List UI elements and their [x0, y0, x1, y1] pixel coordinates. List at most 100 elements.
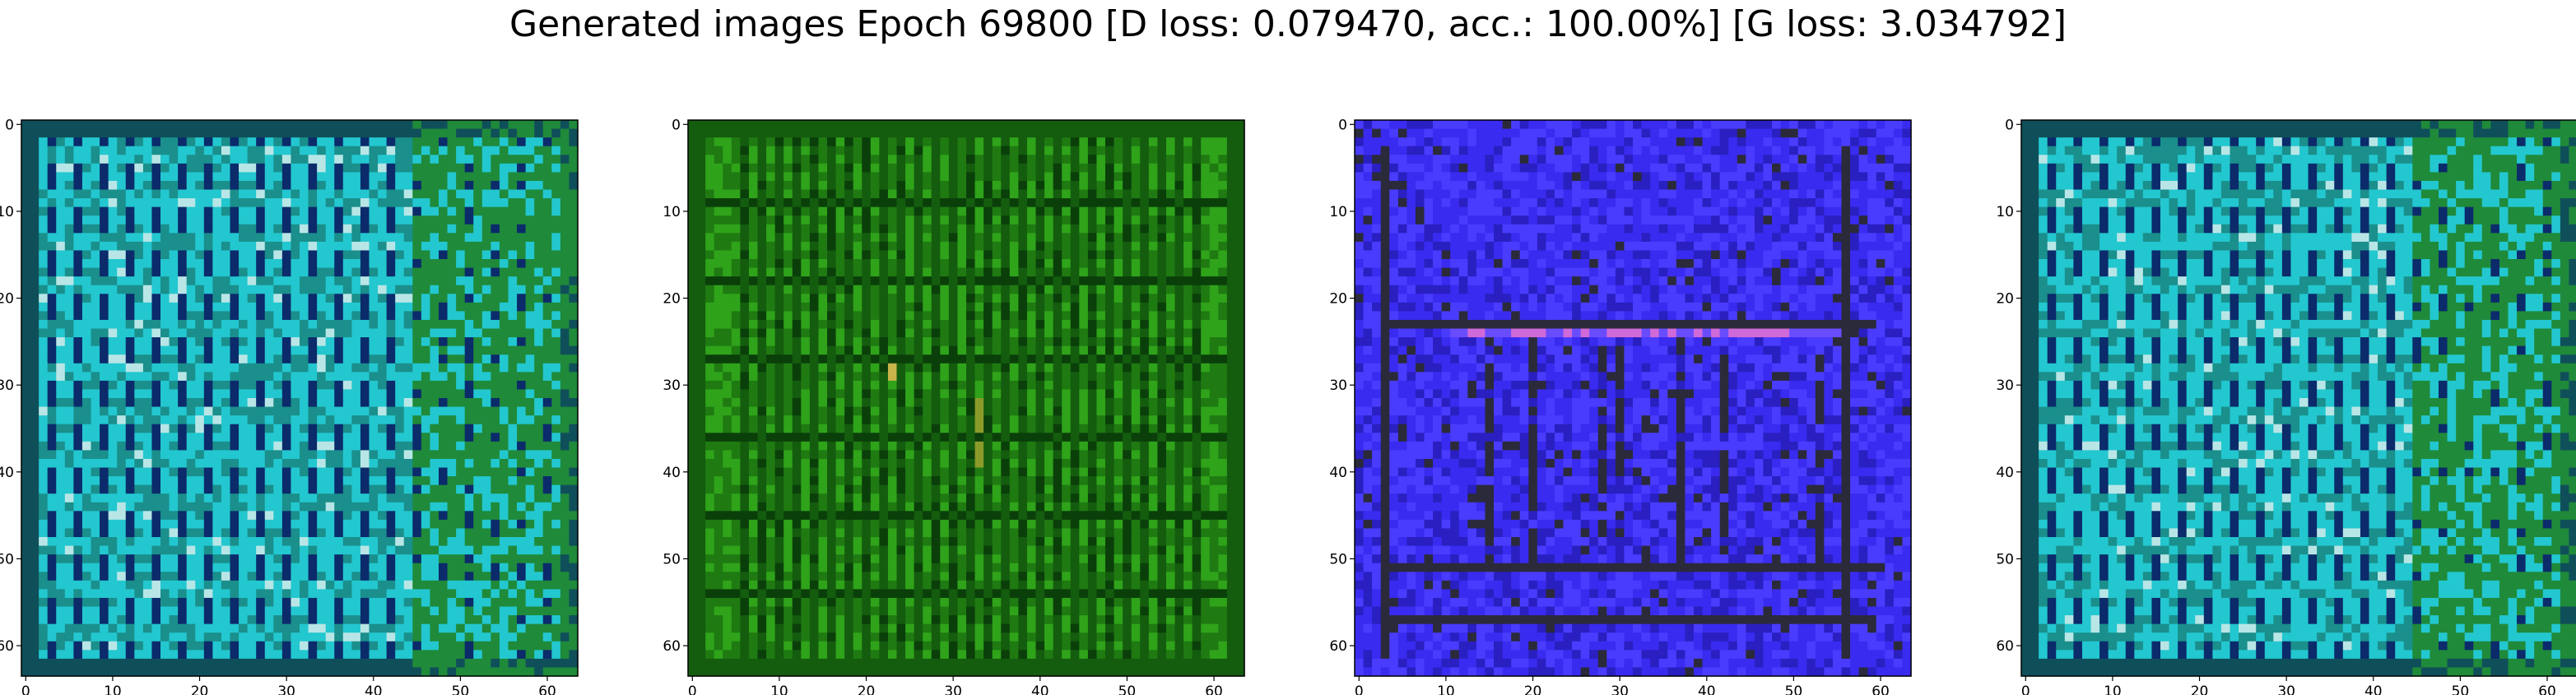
heatmap-cell: [300, 554, 309, 564]
heatmap-cell: [308, 380, 318, 391]
heatmap-cell: [508, 658, 518, 669]
heatmap-cell: [100, 502, 109, 512]
heatmap-cell: [21, 441, 31, 451]
heatmap-cell: [447, 458, 457, 469]
heatmap-cell: [844, 206, 854, 216]
heatmap-cell: [456, 120, 466, 130]
heatmap-cell: [186, 172, 196, 182]
heatmap-cell: [56, 337, 66, 347]
heatmap-cell: [1235, 120, 1245, 130]
heatmap-cell: [386, 658, 396, 669]
heatmap-cell: [369, 545, 379, 555]
heatmap-cell: [169, 511, 179, 521]
heatmap-cell: [256, 467, 266, 477]
heatmap-cell: [560, 302, 570, 312]
heatmap-cell: [30, 528, 40, 538]
heatmap-cell: [169, 537, 179, 547]
heatmap-cell: [195, 667, 205, 677]
heatmap-cell: [1114, 180, 1123, 191]
heatmap-cell: [334, 354, 344, 364]
heatmap-cell: [230, 328, 239, 338]
heatmap-cell: [117, 380, 127, 391]
heatmap-cell: [560, 180, 570, 191]
heatmap-cell: [281, 285, 292, 294]
heatmap-cell: [378, 650, 388, 660]
heatmap-cell: [464, 259, 474, 269]
heatmap-cell: [334, 250, 344, 260]
heatmap-cell: [1035, 198, 1045, 208]
heatmap-cell: [1201, 224, 1211, 234]
heatmap-cell: [551, 458, 561, 469]
heatmap-cell: [421, 380, 431, 391]
heatmap-cell: [212, 189, 222, 199]
heatmap-cell: [447, 537, 457, 547]
heatmap-cell: [160, 563, 170, 572]
heatmap-cell: [212, 319, 222, 330]
heatmap-cell: [542, 120, 552, 130]
heatmap-cell: [273, 606, 283, 616]
heatmap-cell: [403, 189, 413, 199]
heatmap-cell: [1174, 137, 1184, 147]
heatmap-cell: [334, 641, 344, 651]
heatmap-cell: [887, 180, 898, 191]
heatmap-cell: [300, 589, 309, 599]
heatmap-cell: [403, 406, 413, 416]
heatmap-cell: [560, 537, 570, 547]
heatmap-cell: [239, 433, 249, 442]
heatmap-cell: [1062, 163, 1072, 173]
heatmap-cell: [360, 233, 370, 243]
heatmap-cell: [412, 259, 422, 269]
heatmap-cell: [378, 363, 388, 373]
heatmap-cell: [178, 372, 188, 382]
heatmap-cell: [481, 345, 491, 355]
heatmap-cell: [560, 450, 570, 460]
heatmap-cell: [342, 615, 352, 625]
heatmap-cell: [688, 128, 698, 138]
heatmap-cell: [525, 172, 535, 182]
heatmap-cell: [542, 467, 552, 477]
heatmap-cell: [525, 650, 535, 660]
heatmap-cell: [317, 511, 327, 521]
heatmap-cell: [560, 433, 570, 442]
heatmap-cell: [81, 302, 92, 312]
heatmap-cell: [308, 233, 318, 243]
heatmap-cell: [569, 120, 579, 130]
heatmap-cell: [481, 302, 491, 312]
heatmap-cell: [239, 641, 249, 651]
heatmap-cell: [221, 398, 231, 408]
heatmap-cell: [705, 120, 715, 130]
heatmap-cell: [499, 537, 509, 547]
heatmap-cell: [212, 589, 222, 599]
heatmap-cell: [64, 667, 74, 677]
heatmap-cell: [308, 224, 318, 234]
heatmap-cell: [151, 537, 161, 547]
heatmap-cell: [291, 441, 300, 451]
heatmap-cell: [169, 398, 179, 408]
heatmap-cell: [1183, 137, 1193, 147]
heatmap-cell: [30, 502, 40, 512]
heatmap-cell: [525, 285, 535, 294]
heatmap-cell: [534, 172, 544, 182]
heatmap-cell: [325, 259, 335, 269]
heatmap-cell: [430, 641, 439, 651]
heatmap-cell: [308, 337, 318, 347]
heatmap-cell: [81, 233, 92, 243]
heatmap-cell: [142, 580, 153, 590]
heatmap-cell: [351, 502, 361, 512]
heatmap-cell: [256, 528, 266, 538]
heatmap-cell: [1209, 215, 1219, 225]
heatmap-cell: [534, 597, 544, 608]
heatmap-cell: [560, 163, 570, 173]
heatmap-cell: [81, 345, 92, 355]
heatmap-cell: [560, 493, 570, 503]
heatmap-cell: [569, 319, 579, 330]
heatmap-cell: [334, 528, 344, 538]
heatmap-cell: [853, 206, 863, 216]
heatmap-cell: [56, 163, 66, 173]
heatmap-cell: [195, 606, 205, 616]
heatmap-cell: [30, 511, 40, 521]
heatmap-cell: [186, 311, 196, 321]
heatmap-cell: [870, 155, 880, 164]
heatmap-cell: [1079, 224, 1089, 234]
heatmap-cell: [456, 155, 466, 164]
